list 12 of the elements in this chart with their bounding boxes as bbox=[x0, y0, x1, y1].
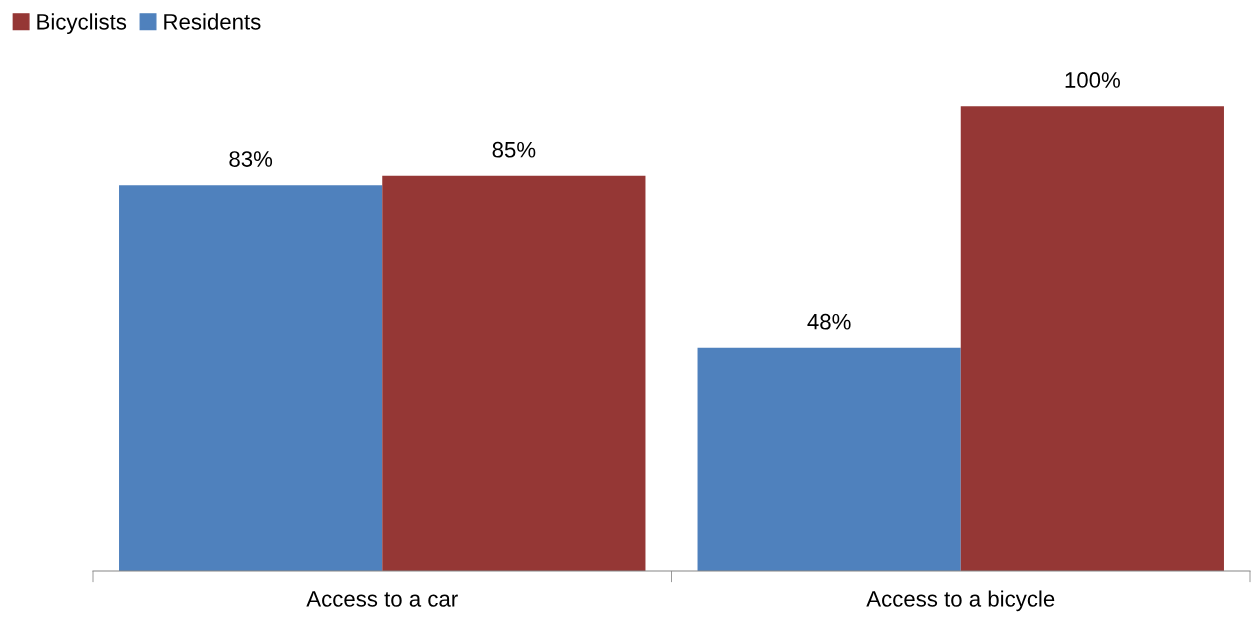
legend-label: Residents bbox=[164, 13, 261, 30]
data-label: 83% bbox=[229, 151, 273, 167]
x-tick-label: Access to a car bbox=[306, 591, 458, 607]
bar bbox=[697, 347, 961, 571]
data-label: 100% bbox=[1065, 72, 1120, 88]
bar bbox=[119, 185, 383, 571]
data-label: 85% bbox=[492, 141, 536, 158]
legend-label: Bicyclists bbox=[37, 13, 127, 35]
x-tick-label: Access to a bicycle bbox=[866, 590, 1055, 612]
data-label: 48% bbox=[807, 313, 851, 330]
bar bbox=[382, 175, 646, 571]
bar bbox=[960, 106, 1224, 571]
